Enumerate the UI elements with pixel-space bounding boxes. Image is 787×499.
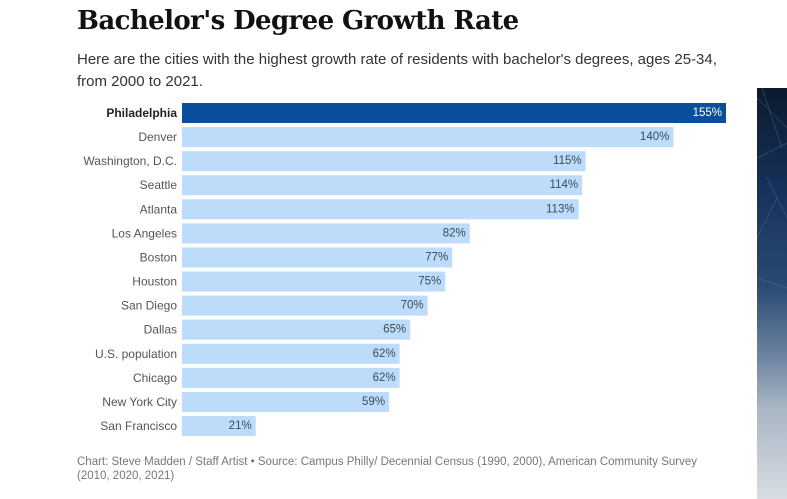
bar-value-label: 70% bbox=[401, 300, 424, 312]
bar bbox=[182, 391, 390, 412]
category-label: San Diego bbox=[121, 299, 177, 313]
bar bbox=[182, 175, 583, 196]
chart-source-note: Chart: Steve Madden / Staff Artist • Sou… bbox=[77, 456, 697, 482]
bar bbox=[182, 223, 470, 244]
category-label: Dallas bbox=[144, 323, 177, 337]
chart-container: Bachelor's Degree Growth Rate Here are t… bbox=[77, 6, 726, 482]
bar-value-label: 62% bbox=[373, 372, 396, 384]
bar-value-label: 140% bbox=[640, 131, 669, 143]
bar-value-label: 155% bbox=[693, 107, 722, 119]
bar-value-label: 114% bbox=[550, 179, 579, 191]
category-label: Denver bbox=[138, 130, 177, 144]
bar-value-label: 77% bbox=[425, 251, 448, 263]
bar bbox=[182, 247, 453, 268]
bar-value-label: 115% bbox=[553, 155, 582, 167]
bar bbox=[182, 103, 726, 123]
bar bbox=[182, 151, 586, 172]
bar-value-label: 75% bbox=[418, 276, 441, 288]
category-label: Philadelphia bbox=[106, 106, 177, 120]
category-label: Seattle bbox=[140, 178, 178, 192]
chart-subtitle: Here are the cities with the highest gro… bbox=[77, 51, 717, 90]
bar-chart: Philadelphia 155% Denver 140% Washington, D.… bbox=[83, 103, 726, 437]
bar-value-label: 21% bbox=[229, 420, 252, 432]
bar bbox=[182, 367, 400, 388]
category-label: Atlanta bbox=[140, 202, 178, 216]
bar bbox=[182, 343, 400, 364]
category-label: Chicago bbox=[133, 371, 177, 385]
chart-title: Bachelor's Degree Growth Rate bbox=[77, 6, 519, 36]
category-label: U.S. population bbox=[95, 347, 177, 361]
bar-value-label: 59% bbox=[362, 396, 385, 408]
background-photo bbox=[757, 88, 787, 499]
bar bbox=[182, 319, 411, 340]
bar bbox=[182, 416, 256, 437]
bar-value-label: 113% bbox=[546, 203, 575, 215]
bar-value-label: 62% bbox=[373, 348, 396, 360]
category-label: Los Angeles bbox=[112, 226, 177, 240]
category-label: San Francisco bbox=[100, 419, 177, 433]
bar bbox=[182, 127, 674, 148]
category-label: Houston bbox=[132, 275, 177, 289]
bar bbox=[182, 295, 428, 316]
bar-value-label: 82% bbox=[443, 227, 466, 239]
bar bbox=[182, 199, 579, 220]
category-label: Boston bbox=[140, 250, 177, 264]
category-label: Washington, D.C. bbox=[83, 154, 177, 168]
bar bbox=[182, 271, 446, 292]
category-label: New York City bbox=[102, 395, 177, 409]
bar-value-label: 65% bbox=[383, 324, 406, 336]
